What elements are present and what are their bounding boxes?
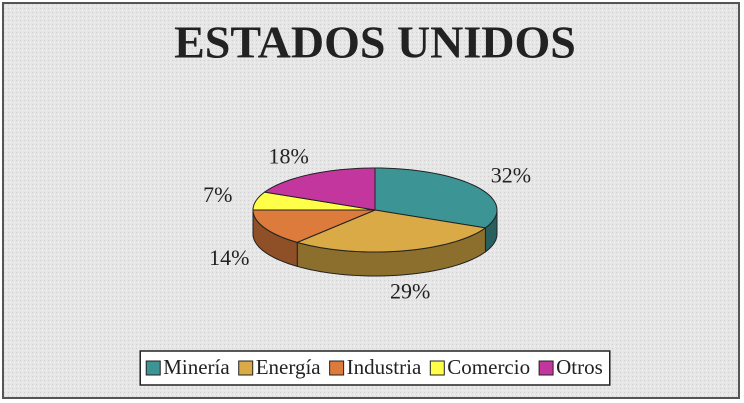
legend-box (139, 350, 611, 386)
legend-label: Industria (347, 355, 422, 379)
legend: Minería Energía Industria Comercio Otros (139, 350, 611, 386)
legend-swatch (329, 360, 345, 376)
legend-swatch (538, 360, 554, 376)
chart-title: ESTADOS UNIDOS (174, 17, 576, 68)
pie-slice (263, 167, 376, 211)
pie-slice (252, 209, 376, 243)
legend-label: Minería (163, 355, 230, 379)
legend-label: Energía (256, 355, 322, 379)
pie-slice (295, 209, 487, 253)
legend-label: Comercio (447, 355, 530, 379)
legend-swatch (145, 360, 161, 376)
data-label: 29% (390, 278, 430, 303)
pie-slice (374, 167, 498, 229)
legend-label: Otros (556, 355, 603, 379)
data-label: 7% (203, 182, 232, 207)
legend-swatch (429, 360, 445, 376)
data-label: 14% (209, 245, 249, 270)
legend-swatch (238, 360, 254, 376)
data-label: 32% (491, 162, 531, 187)
data-label: 18% (269, 144, 309, 169)
